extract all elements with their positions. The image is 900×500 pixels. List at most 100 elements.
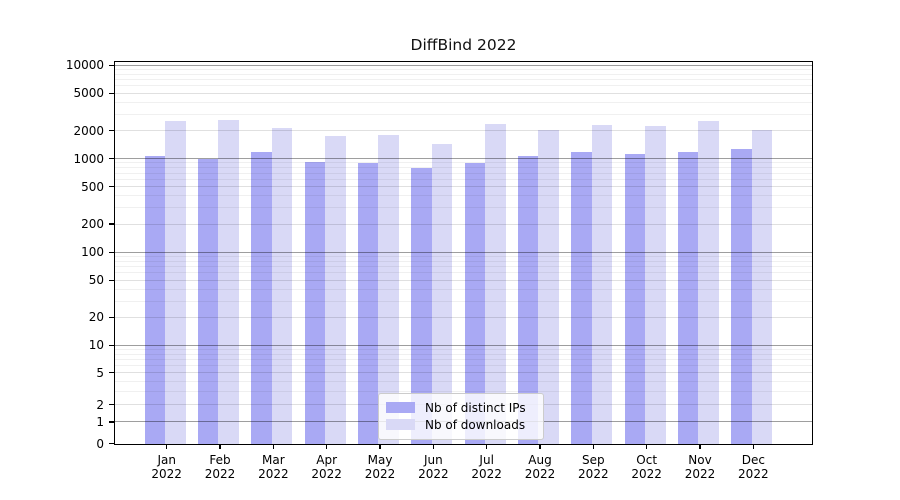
bar-apr-downloads <box>325 136 346 444</box>
gridline-600 <box>115 178 812 180</box>
x-tickmark-may <box>379 444 381 449</box>
x-tick-label-aug: Aug 2022 <box>524 453 556 481</box>
gridline-1000 <box>115 158 812 160</box>
legend-item-downloads: Nb of downloads <box>386 416 535 433</box>
x-tickmark-dec <box>752 444 754 449</box>
y-tickmark-1 <box>109 421 114 423</box>
gridline-500 <box>115 186 812 188</box>
x-tick-label-jun: Jun 2022 <box>418 453 449 481</box>
y-tick-label-200: 200 <box>81 217 104 232</box>
bar-apr-distinct-ips <box>304 161 326 444</box>
bar-oct-downloads <box>645 125 666 444</box>
legend-label-downloads: Nb of downloads <box>425 417 526 432</box>
gridline-10000 <box>115 64 812 66</box>
y-tick-label-20: 20 <box>88 310 104 325</box>
legend-label-distinct-ips: Nb of distinct IPs <box>425 400 526 415</box>
gridline-700 <box>115 172 812 174</box>
y-tickmark-20 <box>109 316 114 319</box>
gridline-4000 <box>115 101 812 103</box>
gridline-3000 <box>115 113 812 115</box>
bar-jan-distinct-ips <box>144 156 166 444</box>
x-tick-label-feb: Feb 2022 <box>204 453 236 481</box>
bar-jul-downloads <box>485 123 506 444</box>
legend-swatch-downloads <box>386 419 415 430</box>
gridline-40 <box>115 288 812 290</box>
y-tickmark-10 <box>109 344 114 346</box>
bar-nov-distinct-ips <box>678 151 699 444</box>
y-tick-label-5000: 5000 <box>73 86 104 101</box>
bar-aug-downloads <box>538 129 559 444</box>
legend: Nb of distinct IPs Nb of downloads <box>378 393 544 440</box>
x-tickmark-nov <box>699 444 701 449</box>
bar-may-distinct-ips <box>358 162 379 444</box>
x-tick-label-dec: Dec 2022 <box>738 453 769 481</box>
y-tickmark-500 <box>109 186 114 188</box>
gridline-8000 <box>115 73 812 75</box>
bar-jul-distinct-ips <box>464 162 486 444</box>
gridline-60 <box>115 272 812 274</box>
x-tick-label-may: May 2022 <box>364 453 396 481</box>
y-tickmark-100 <box>109 251 114 253</box>
bar-dec-downloads <box>751 130 773 444</box>
y-tick-label-2000: 2000 <box>73 123 104 138</box>
bar-sep-distinct-ips <box>571 152 592 444</box>
bar-jan-downloads <box>165 120 186 444</box>
bar-aug-distinct-ips <box>518 156 539 444</box>
y-tickmark-0 <box>109 442 114 445</box>
legend-swatch-distinct-ips <box>386 402 415 413</box>
bar-oct-distinct-ips <box>624 153 646 444</box>
gridline-200 <box>115 223 812 225</box>
y-tickmark-2000 <box>109 129 114 132</box>
x-tick-label-apr: Apr 2022 <box>311 453 342 481</box>
bar-may-downloads <box>378 134 399 444</box>
bar-feb-distinct-ips <box>198 159 219 444</box>
gridline-300 <box>115 207 812 209</box>
gridline-400 <box>115 195 812 197</box>
y-tickmark-2 <box>109 404 114 406</box>
x-tickmark-mar <box>272 444 274 449</box>
y-tick-label-1000: 1000 <box>73 151 104 166</box>
gridline-6 <box>115 365 812 367</box>
bar-mar-distinct-ips <box>251 152 272 444</box>
gridline-8 <box>115 353 812 355</box>
chart-title: DiffBind 2022 <box>410 36 517 54</box>
y-tickmark-5000 <box>109 92 114 94</box>
gridline-90 <box>115 255 812 257</box>
bar-nov-downloads <box>698 120 719 444</box>
y-tick-label-10: 10 <box>88 338 104 353</box>
y-tickmark-200 <box>109 223 114 225</box>
x-tick-label-jul: Jul 2022 <box>471 453 502 481</box>
x-tickmark-jun <box>432 444 434 449</box>
x-tickmark-feb <box>219 444 221 449</box>
gridline-9 <box>115 349 812 351</box>
y-tick-label-10000: 10000 <box>65 58 104 73</box>
x-tick-label-nov: Nov 2022 <box>684 453 716 481</box>
y-tick-label-5: 5 <box>96 365 104 380</box>
gridline-5 <box>115 372 812 374</box>
legend-item-distinct-ips: Nb of distinct IPs <box>386 399 535 416</box>
y-tick-label-1: 1 <box>96 414 104 429</box>
gridline-7000 <box>115 79 812 81</box>
x-tickmark-apr <box>326 444 328 449</box>
plot-area: Nb of distinct IPs Nb of downloads <box>114 61 813 445</box>
x-tick-label-jan: Jan 2022 <box>151 453 182 481</box>
gridline-3 <box>115 390 812 392</box>
bar-jun-downloads <box>431 143 453 444</box>
gridline-80 <box>115 260 812 262</box>
y-tickmark-1000 <box>109 158 114 160</box>
y-tick-label-50: 50 <box>88 273 104 288</box>
gridline-100 <box>115 251 812 253</box>
gridline-2000 <box>115 130 812 132</box>
y-tick-label-0: 0 <box>96 436 104 451</box>
gridline-70 <box>115 266 812 268</box>
x-tickmark-sep <box>592 444 594 449</box>
x-tick-label-oct: Oct 2022 <box>631 453 662 481</box>
x-tickmark-jul <box>486 444 488 449</box>
y-tickmark-5 <box>109 372 114 374</box>
gridline-5000 <box>115 92 812 94</box>
gridline-7 <box>115 359 812 361</box>
x-tickmark-oct <box>646 444 648 449</box>
bar-sep-downloads <box>591 124 613 444</box>
y-tickmark-10000 <box>109 64 114 66</box>
bar-mar-downloads <box>271 128 293 444</box>
